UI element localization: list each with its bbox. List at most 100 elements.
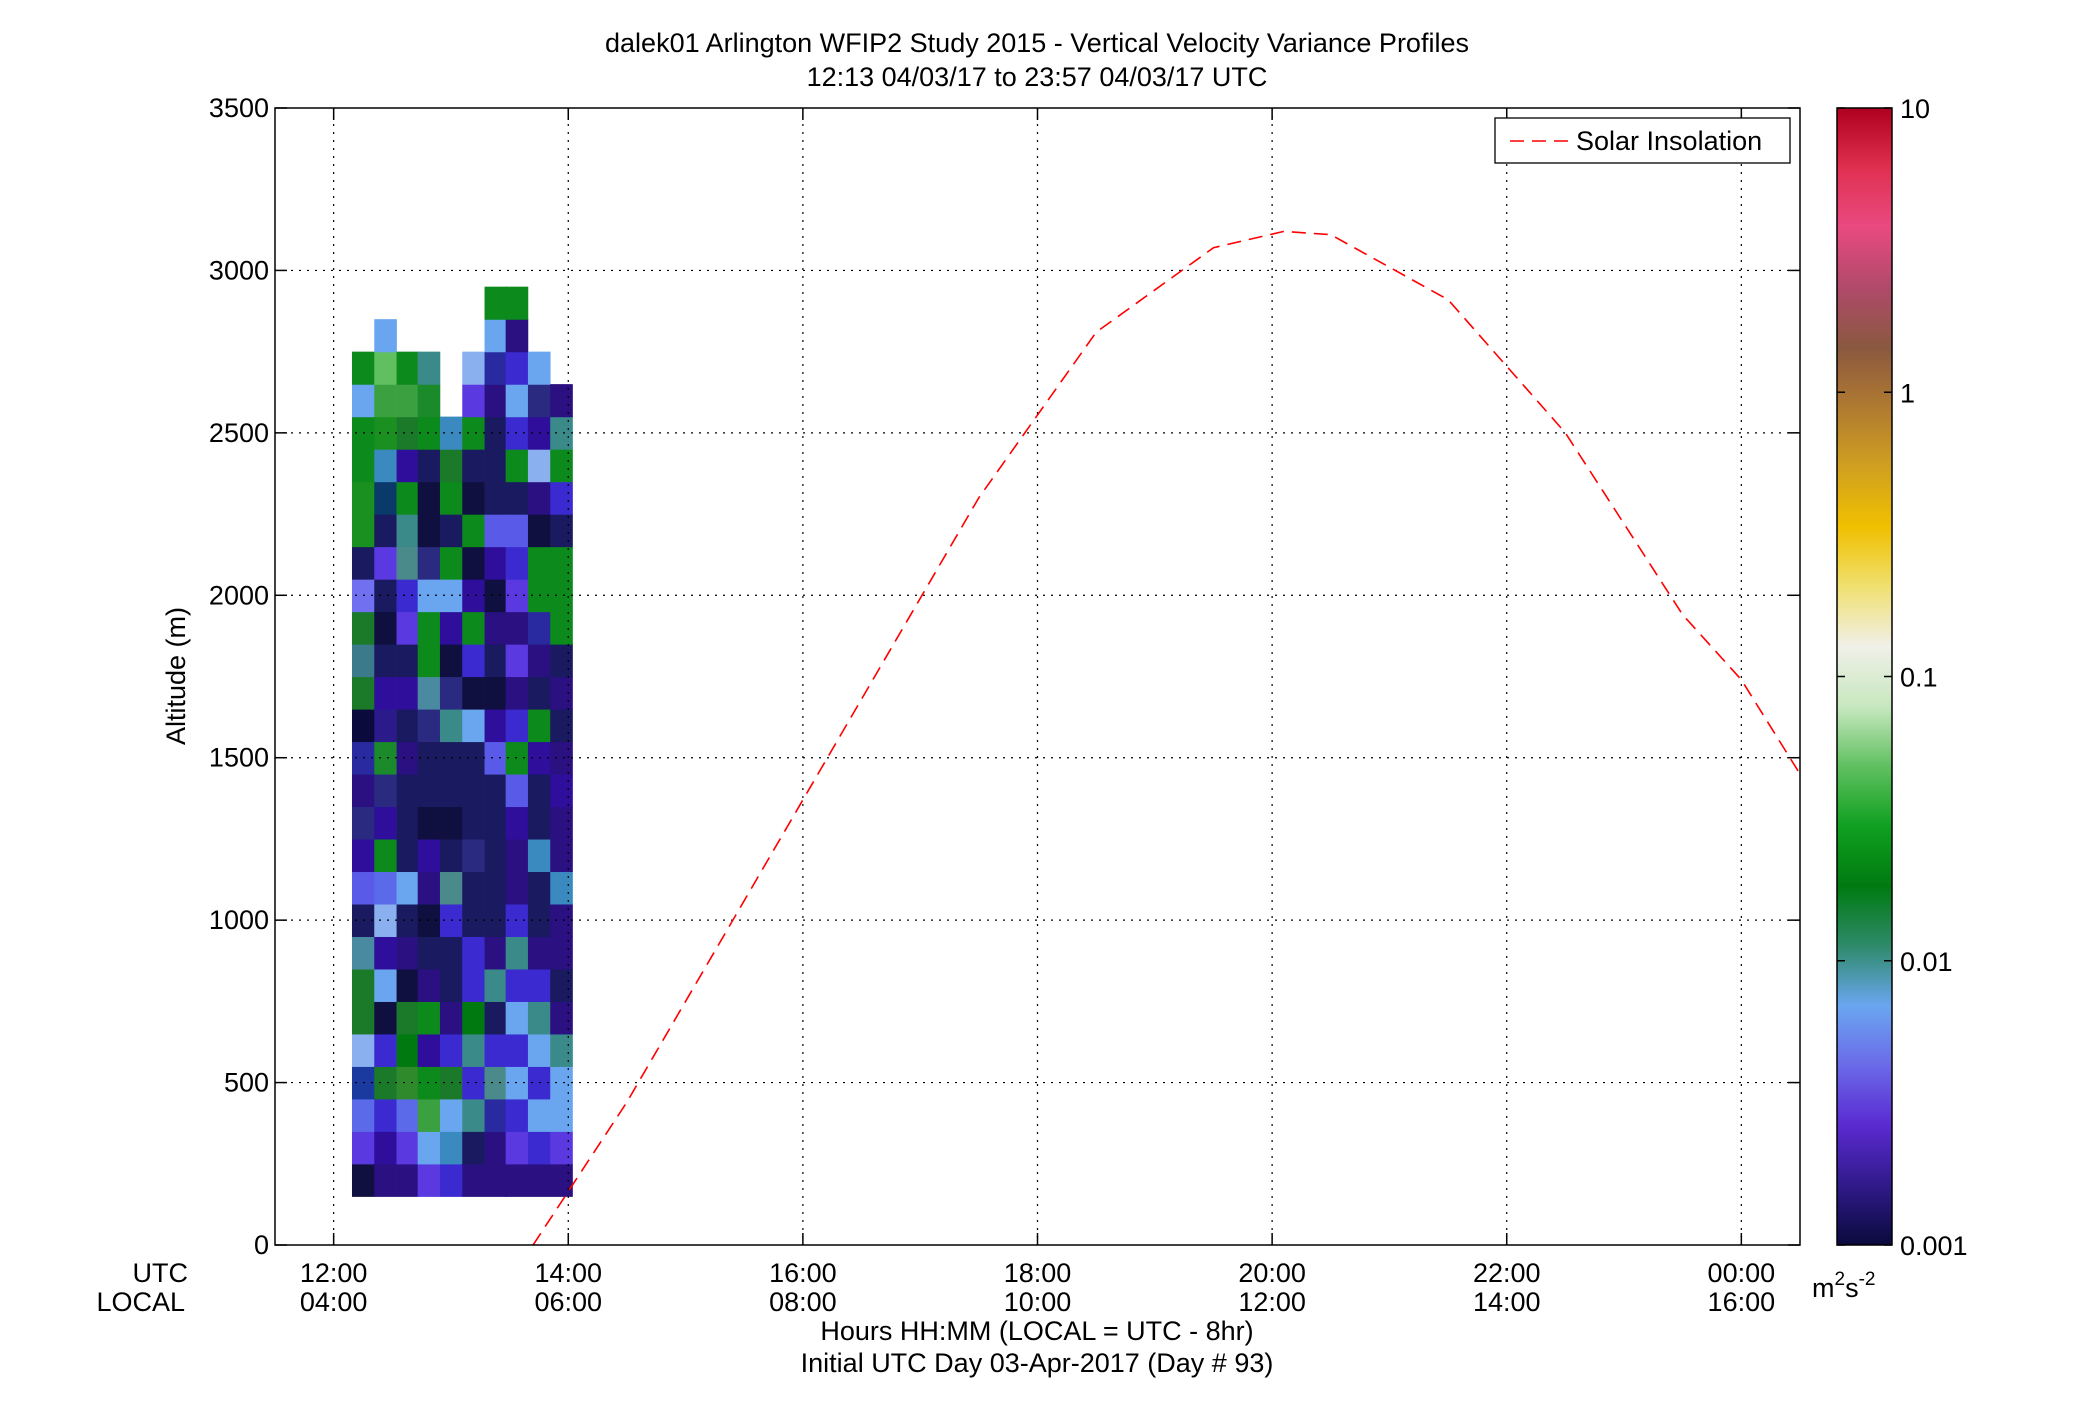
heatmap-cell-0-2	[351, 1098, 375, 1132]
x-tick-local-1: 06:00	[534, 1287, 602, 1317]
heatmap-cell-7-11	[505, 806, 529, 840]
heatmap-cell-0-14	[351, 708, 375, 743]
heatmap-cell-4-6	[439, 968, 463, 1002]
y-tick-label-7: 3500	[209, 93, 269, 123]
heatmap-cell-2-21	[396, 481, 420, 515]
heatmap-cell-7-7	[505, 936, 529, 970]
heatmap-cell-8-25	[527, 351, 551, 385]
heatmap-cell-6-2	[484, 1098, 508, 1132]
heatmap-cell-7-21	[505, 481, 529, 515]
heatmap-cell-8-10	[527, 838, 551, 873]
heatmap-cell-8-24	[527, 384, 551, 418]
colorbar-tick-label-1: 0.01	[1900, 947, 1953, 977]
heatmap-cell-8-22	[527, 449, 551, 483]
heatmap-cell-0-11	[351, 806, 375, 840]
heatmap-cell-4-15	[439, 676, 463, 710]
x-tick-local-3: 10:00	[1004, 1287, 1072, 1317]
heatmap-cell-1-24	[374, 384, 397, 418]
heatmap-cell-4-5	[439, 1001, 463, 1035]
heatmap-cell-1-2	[374, 1098, 397, 1132]
legend: Solar Insolation	[1494, 117, 1791, 164]
heatmap-cell-4-10	[439, 838, 463, 873]
heatmap-cell-7-27	[505, 286, 529, 320]
heatmap-cell-3-1	[417, 1131, 441, 1165]
heatmap-cell-3-25	[417, 351, 441, 385]
heatmap-cell-2-3	[396, 1066, 420, 1100]
heatmap-cell-3-20	[417, 514, 441, 548]
heatmap-cell-7-12	[505, 773, 529, 808]
heatmap-cell-0-6	[351, 968, 375, 1002]
heatmap-cell-8-2	[527, 1098, 551, 1132]
heatmap-cell-5-19	[462, 546, 485, 580]
heatmap-cell-6-26	[484, 319, 508, 353]
heatmap-cell-6-19	[484, 546, 508, 580]
heatmap-cell-4-19	[439, 546, 463, 580]
heatmap-cell-7-20	[505, 514, 529, 548]
heatmap-cell-5-13	[462, 741, 485, 775]
heatmap-cell-9-18	[550, 579, 573, 613]
x-axis: 12:0004:0014:0006:0016:0008:0018:0010:00…	[300, 108, 1775, 1317]
heatmap-cell-2-2	[396, 1098, 420, 1132]
heatmap-cell-4-20	[439, 514, 463, 548]
heatmap-cell-8-9	[527, 871, 551, 905]
heatmap-cell-1-26	[374, 319, 397, 353]
heatmap-cell-9-10	[550, 838, 573, 873]
heatmap-cell-3-17	[417, 611, 441, 645]
heatmap-cell-6-24	[484, 384, 508, 418]
heatmap-cell-9-20	[550, 514, 573, 548]
heatmap-cell-6-22	[484, 449, 508, 483]
heatmap-cell-2-5	[396, 1001, 420, 1035]
heatmap-cell-0-19	[351, 546, 375, 580]
heatmap-cell-6-8	[484, 903, 508, 937]
y-tick-label-0: 0	[254, 1230, 269, 1260]
heatmap-cell-4-22	[439, 449, 463, 483]
heatmap-cell-0-12	[351, 773, 375, 808]
y-tick-label-2: 1000	[209, 905, 269, 935]
heatmap-cell-2-4	[396, 1033, 420, 1067]
heatmap-cell-1-8	[374, 903, 397, 937]
heatmap-cell-5-8	[462, 903, 485, 937]
heatmap-cell-6-23	[484, 416, 508, 450]
heatmap-cell-6-16	[484, 644, 508, 678]
heatmap-cell-6-20	[484, 514, 508, 548]
x-axis-label-day: Initial UTC Day 03-Apr-2017 (Day # 93)	[801, 1348, 1274, 1378]
heatmap-cell-1-9	[374, 871, 397, 905]
heatmap-cell-0-5	[351, 1001, 375, 1035]
heatmap-cell-5-17	[462, 611, 485, 645]
heatmap-cell-8-19	[527, 546, 551, 580]
heatmap-cell-8-0	[527, 1163, 551, 1197]
heatmap-cell-6-1	[484, 1131, 508, 1165]
heatmap-cell-4-16	[439, 644, 463, 678]
heatmap-cell-6-18	[484, 579, 508, 613]
x-tick-local-6: 16:00	[1708, 1287, 1776, 1317]
heatmap-cell-5-5	[462, 1001, 485, 1035]
heatmap-cell-2-18	[396, 579, 420, 613]
heatmap-cell-1-18	[374, 579, 397, 613]
heatmap-cell-8-17	[527, 611, 551, 645]
heatmap-cell-6-15	[484, 676, 508, 710]
heatmap-cell-5-4	[462, 1033, 485, 1067]
gridlines	[275, 108, 1800, 1245]
heatmap-cell-3-2	[417, 1098, 441, 1132]
heatmap-cell-9-19	[550, 546, 573, 580]
heatmap-cell-5-10	[462, 838, 485, 873]
heatmap-cell-8-7	[527, 936, 551, 970]
heatmap-cell-6-14	[484, 708, 508, 743]
heatmap-cell-1-23	[374, 416, 397, 450]
heatmap-cell-8-6	[527, 968, 551, 1002]
heatmap-cell-8-12	[527, 773, 551, 808]
heatmap-cell-4-12	[439, 773, 463, 808]
heatmap-cell-8-20	[527, 514, 551, 548]
heatmap-cell-5-2	[462, 1098, 485, 1132]
x-tick-local-5: 14:00	[1473, 1287, 1541, 1317]
heatmap-cell-1-21	[374, 481, 397, 515]
heatmap-cell-0-25	[351, 351, 375, 385]
heatmap-cell-6-0	[484, 1163, 508, 1197]
heatmap-cell-1-16	[374, 644, 397, 678]
heatmap-cell-7-14	[505, 708, 529, 743]
heatmap-cell-2-12	[396, 773, 420, 808]
colorbar-tick-label-2: 0.1	[1900, 663, 1938, 693]
y-tick-label-3: 1500	[209, 743, 269, 773]
heatmap-cell-6-6	[484, 968, 508, 1002]
heatmap-cell-7-2	[505, 1098, 529, 1132]
